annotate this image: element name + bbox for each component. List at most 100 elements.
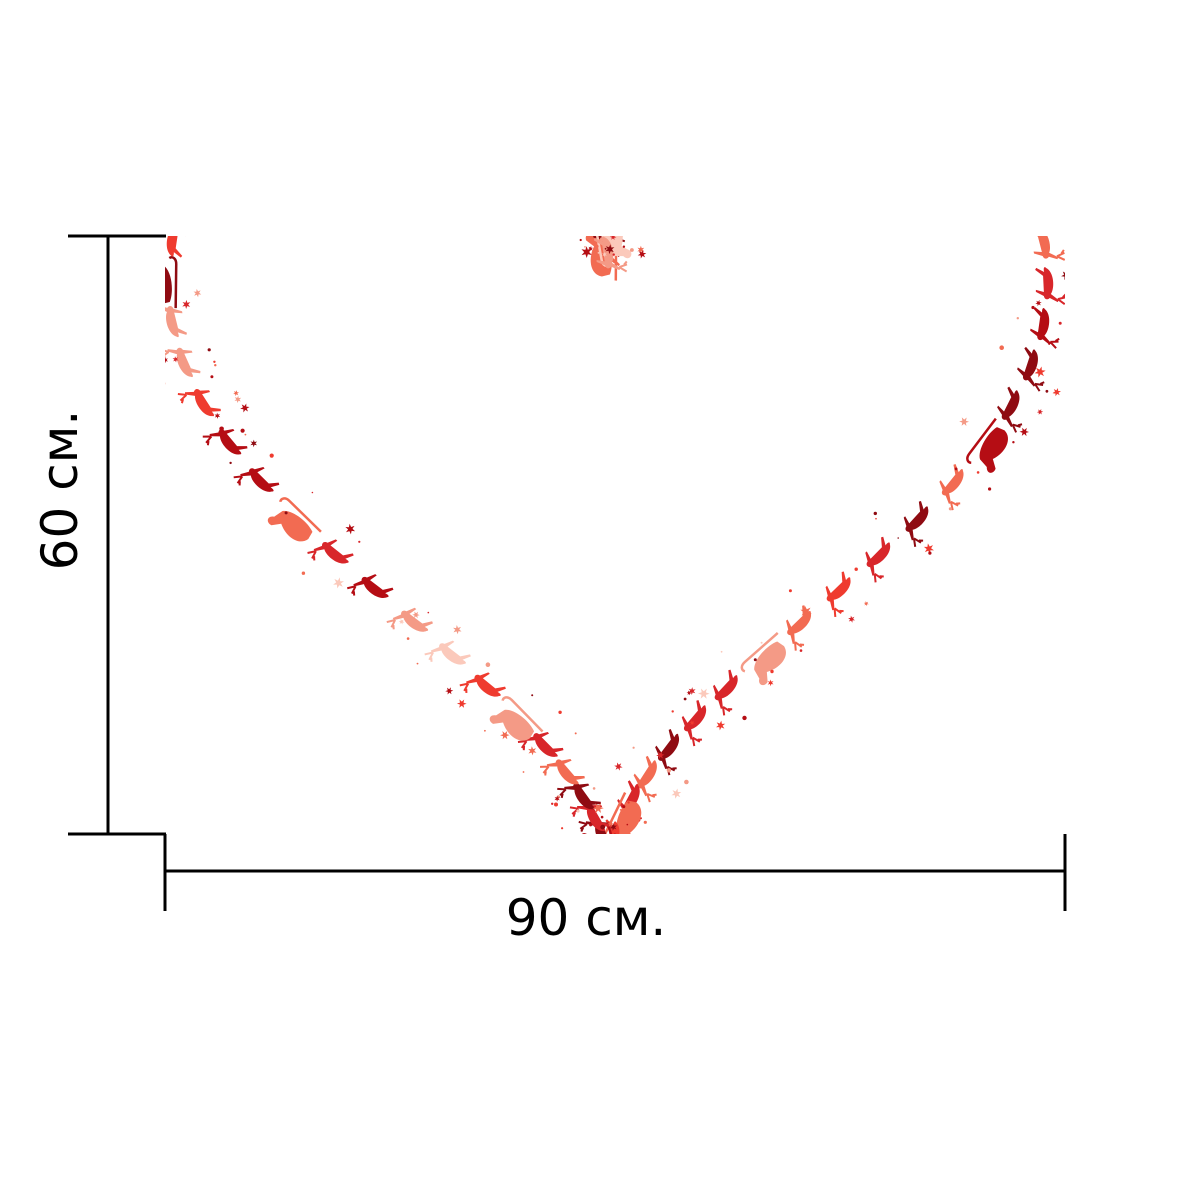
star-icon xyxy=(761,77,772,86)
reindeer-icon xyxy=(599,177,642,223)
dot-decoration xyxy=(988,487,992,491)
star-icon xyxy=(1052,388,1061,397)
dot-decoration xyxy=(558,710,562,714)
dot-decoration xyxy=(579,238,582,242)
star-icon xyxy=(500,731,510,740)
star-icon xyxy=(468,89,474,94)
reindeer-icon xyxy=(587,833,622,873)
reindeer-icon xyxy=(935,84,983,131)
dot-decoration xyxy=(268,104,272,108)
star-icon xyxy=(233,390,239,397)
dot-decoration xyxy=(895,97,898,100)
reindeer-icon xyxy=(633,755,657,803)
star-icon xyxy=(697,688,710,699)
dot-decoration xyxy=(580,851,582,853)
reindeer-icon xyxy=(468,64,515,108)
star-icon xyxy=(894,37,901,45)
reindeer-icon xyxy=(593,236,628,273)
reindeer-icon xyxy=(398,46,438,81)
reindeer-icon xyxy=(786,605,812,651)
dot-decoration xyxy=(610,172,613,175)
star-icon xyxy=(569,193,580,203)
dot-decoration xyxy=(1012,441,1015,444)
dot-decoration xyxy=(454,52,456,54)
reindeer-icon xyxy=(165,236,186,258)
dot-decoration xyxy=(589,153,593,157)
dot-decoration xyxy=(935,86,937,88)
dot-decoration xyxy=(159,344,164,349)
star-icon xyxy=(875,43,881,49)
star-icon xyxy=(570,218,575,224)
dot-decoration xyxy=(684,779,689,785)
reindeer-icon xyxy=(1030,307,1060,349)
dot-decoration xyxy=(873,511,877,516)
reindeer-icon xyxy=(967,111,1015,159)
dot-decoration xyxy=(573,861,575,863)
dot-decoration xyxy=(667,167,669,169)
dot-decoration xyxy=(633,848,637,852)
reindeer-icon xyxy=(744,49,788,89)
star-icon xyxy=(571,225,582,235)
reindeer-icon xyxy=(713,669,738,716)
star-icon xyxy=(206,107,215,116)
dot-decoration xyxy=(370,31,372,33)
star-icon xyxy=(187,207,197,217)
star-icon xyxy=(716,720,726,731)
star-icon xyxy=(1061,271,1065,280)
dot-decoration xyxy=(1058,321,1062,325)
reindeer-icon xyxy=(316,49,359,88)
dot-decoration xyxy=(866,102,869,105)
reindeer-icon xyxy=(707,61,754,105)
dot-decoration xyxy=(600,824,606,830)
dot-decoration xyxy=(210,375,214,379)
dot-decoration xyxy=(625,858,630,863)
star-icon xyxy=(182,299,191,309)
dot-decoration xyxy=(592,858,595,861)
dot-decoration xyxy=(561,827,564,830)
dot-decoration xyxy=(770,669,774,674)
dot-decoration xyxy=(614,851,617,854)
dot-decoration xyxy=(604,247,607,250)
dot-decoration xyxy=(587,855,591,859)
dot-decoration xyxy=(632,746,635,749)
reindeer-icon xyxy=(386,607,433,632)
dot-decoration xyxy=(1045,389,1049,393)
star-icon xyxy=(346,40,352,47)
dot-decoration xyxy=(1048,175,1052,179)
width-dimension-label: 90 см. xyxy=(505,889,667,947)
dot-decoration xyxy=(754,58,756,60)
star-icon xyxy=(736,59,744,67)
heart-garland-pattern xyxy=(159,31,1065,873)
star-icon xyxy=(172,356,179,363)
reindeer-icon xyxy=(459,672,506,697)
star-icon xyxy=(227,134,235,142)
star-icon xyxy=(438,71,448,82)
star-icon xyxy=(253,109,261,117)
reindeer-icon xyxy=(526,106,574,154)
dot-decoration xyxy=(666,768,672,773)
reindeer-icon xyxy=(307,539,354,564)
dot-decoration xyxy=(580,857,585,862)
star-icon xyxy=(671,788,682,799)
dot-decoration xyxy=(622,805,626,809)
star-icon xyxy=(617,152,626,161)
dot-decoration xyxy=(936,131,940,135)
dot-decoration xyxy=(626,823,629,826)
dot-decoration xyxy=(485,662,491,667)
star-icon xyxy=(623,850,629,856)
dot-decoration xyxy=(214,364,217,367)
reindeer-icon xyxy=(206,106,254,154)
dot-decoration xyxy=(743,64,746,67)
star-icon xyxy=(456,699,467,708)
dot-decoration xyxy=(619,834,623,838)
star-icon xyxy=(224,174,229,179)
star-icon xyxy=(193,288,202,298)
dot-decoration xyxy=(742,715,747,721)
dot-decoration xyxy=(720,650,723,653)
reindeer-icon xyxy=(162,175,205,221)
dot-decoration xyxy=(554,802,558,807)
reindeer-icon xyxy=(565,158,610,205)
star-icon xyxy=(688,687,696,695)
star-icon xyxy=(807,79,813,86)
reindeer-icon xyxy=(569,803,613,832)
